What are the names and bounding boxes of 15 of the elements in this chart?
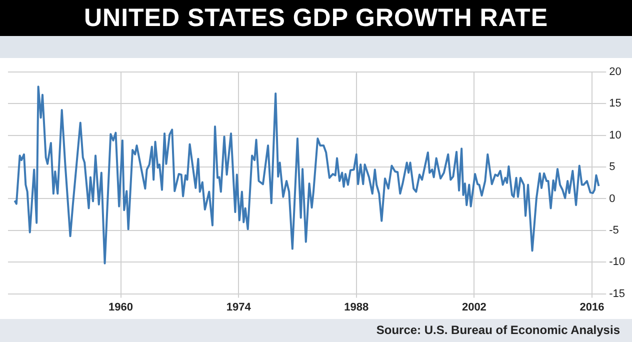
x-tick-label: 1988 [344,301,369,314]
x-tick-label: 1974 [226,301,252,314]
y-tick-label: 10 [609,129,622,142]
x-tick-label: 2016 [580,301,604,314]
y-tick-label: -5 [609,224,619,236]
source-note: Source: U.S. Bureau of Economic Analysis [376,323,620,337]
chart-title: UNITED STATES GDP GROWTH RATE [0,0,632,36]
y-tick-label: 15 [609,98,622,110]
x-tick-label: 1960 [108,301,134,314]
y-tick-label: 5 [609,161,616,174]
y-tick-label: 20 [609,66,622,78]
y-tick-label: 0 [609,192,616,205]
y-tick-label: -10 [609,256,626,268]
y-tick-label: -15 [609,288,626,300]
x-tick-label: 2002 [462,301,486,314]
